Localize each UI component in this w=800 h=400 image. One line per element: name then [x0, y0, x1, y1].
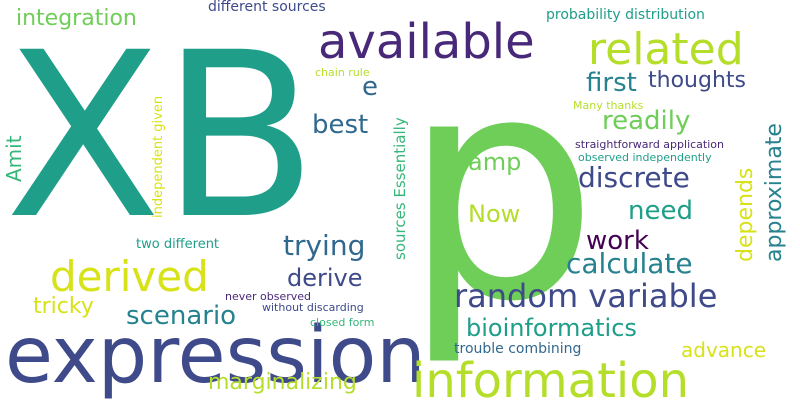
word-related: related	[588, 24, 744, 75]
word-derived: derived	[50, 252, 209, 301]
word-amit: Amit	[2, 135, 26, 182]
word-independent-given: independent given	[151, 95, 166, 218]
word-first: first	[586, 68, 637, 98]
word-need: need	[628, 196, 693, 226]
word-marginalizing: marginalizing	[208, 370, 357, 395]
word-information: information	[412, 353, 690, 400]
word-e: e	[362, 72, 378, 102]
word-depends: depends	[733, 167, 758, 262]
word-probability-distribution: probability distribution	[546, 7, 705, 23]
word-trying: trying	[283, 229, 366, 262]
word-bioinformatics: bioinformatics	[466, 314, 637, 342]
word-derive: derive	[287, 264, 363, 292]
word-work: work	[586, 226, 649, 256]
word-never-observed: never observed	[225, 290, 312, 303]
word-advance: advance	[681, 338, 767, 362]
word-approximate: approximate	[762, 123, 787, 262]
word-xb: XB	[5, 3, 318, 269]
word-best: best	[312, 110, 369, 140]
word-calculate: calculate	[566, 247, 693, 280]
word-two-different: two different	[136, 237, 220, 252]
word-closed-form: closed form	[310, 316, 375, 329]
word-many-thanks: Many thanks	[573, 99, 644, 112]
word-chain-rule: chain rule	[315, 66, 370, 79]
word-integration: integration	[16, 6, 137, 31]
word-p: p	[402, 9, 599, 370]
word-without-discarding: without discarding	[262, 301, 364, 314]
word-sources-essentially: sources Essentially	[391, 117, 409, 260]
word-amp: amp	[468, 148, 522, 176]
word-observed-independently: observed independently	[578, 151, 712, 164]
word-tricky: tricky	[33, 294, 94, 319]
word-now: Now	[468, 200, 521, 228]
word-expression: expression	[5, 311, 426, 400]
word-discrete: discrete	[578, 161, 690, 194]
word-random-variable: random variable	[454, 277, 718, 315]
word-scenario: scenario	[126, 301, 237, 331]
word-different-sources: different sources	[208, 0, 326, 15]
word-available: available	[318, 14, 535, 70]
word-thoughts: thoughts	[648, 68, 746, 93]
word-trouble-combining: trouble combining	[454, 341, 582, 357]
word-readily: readily	[602, 106, 691, 136]
word-straightforward-application: straightforward application	[575, 138, 724, 151]
